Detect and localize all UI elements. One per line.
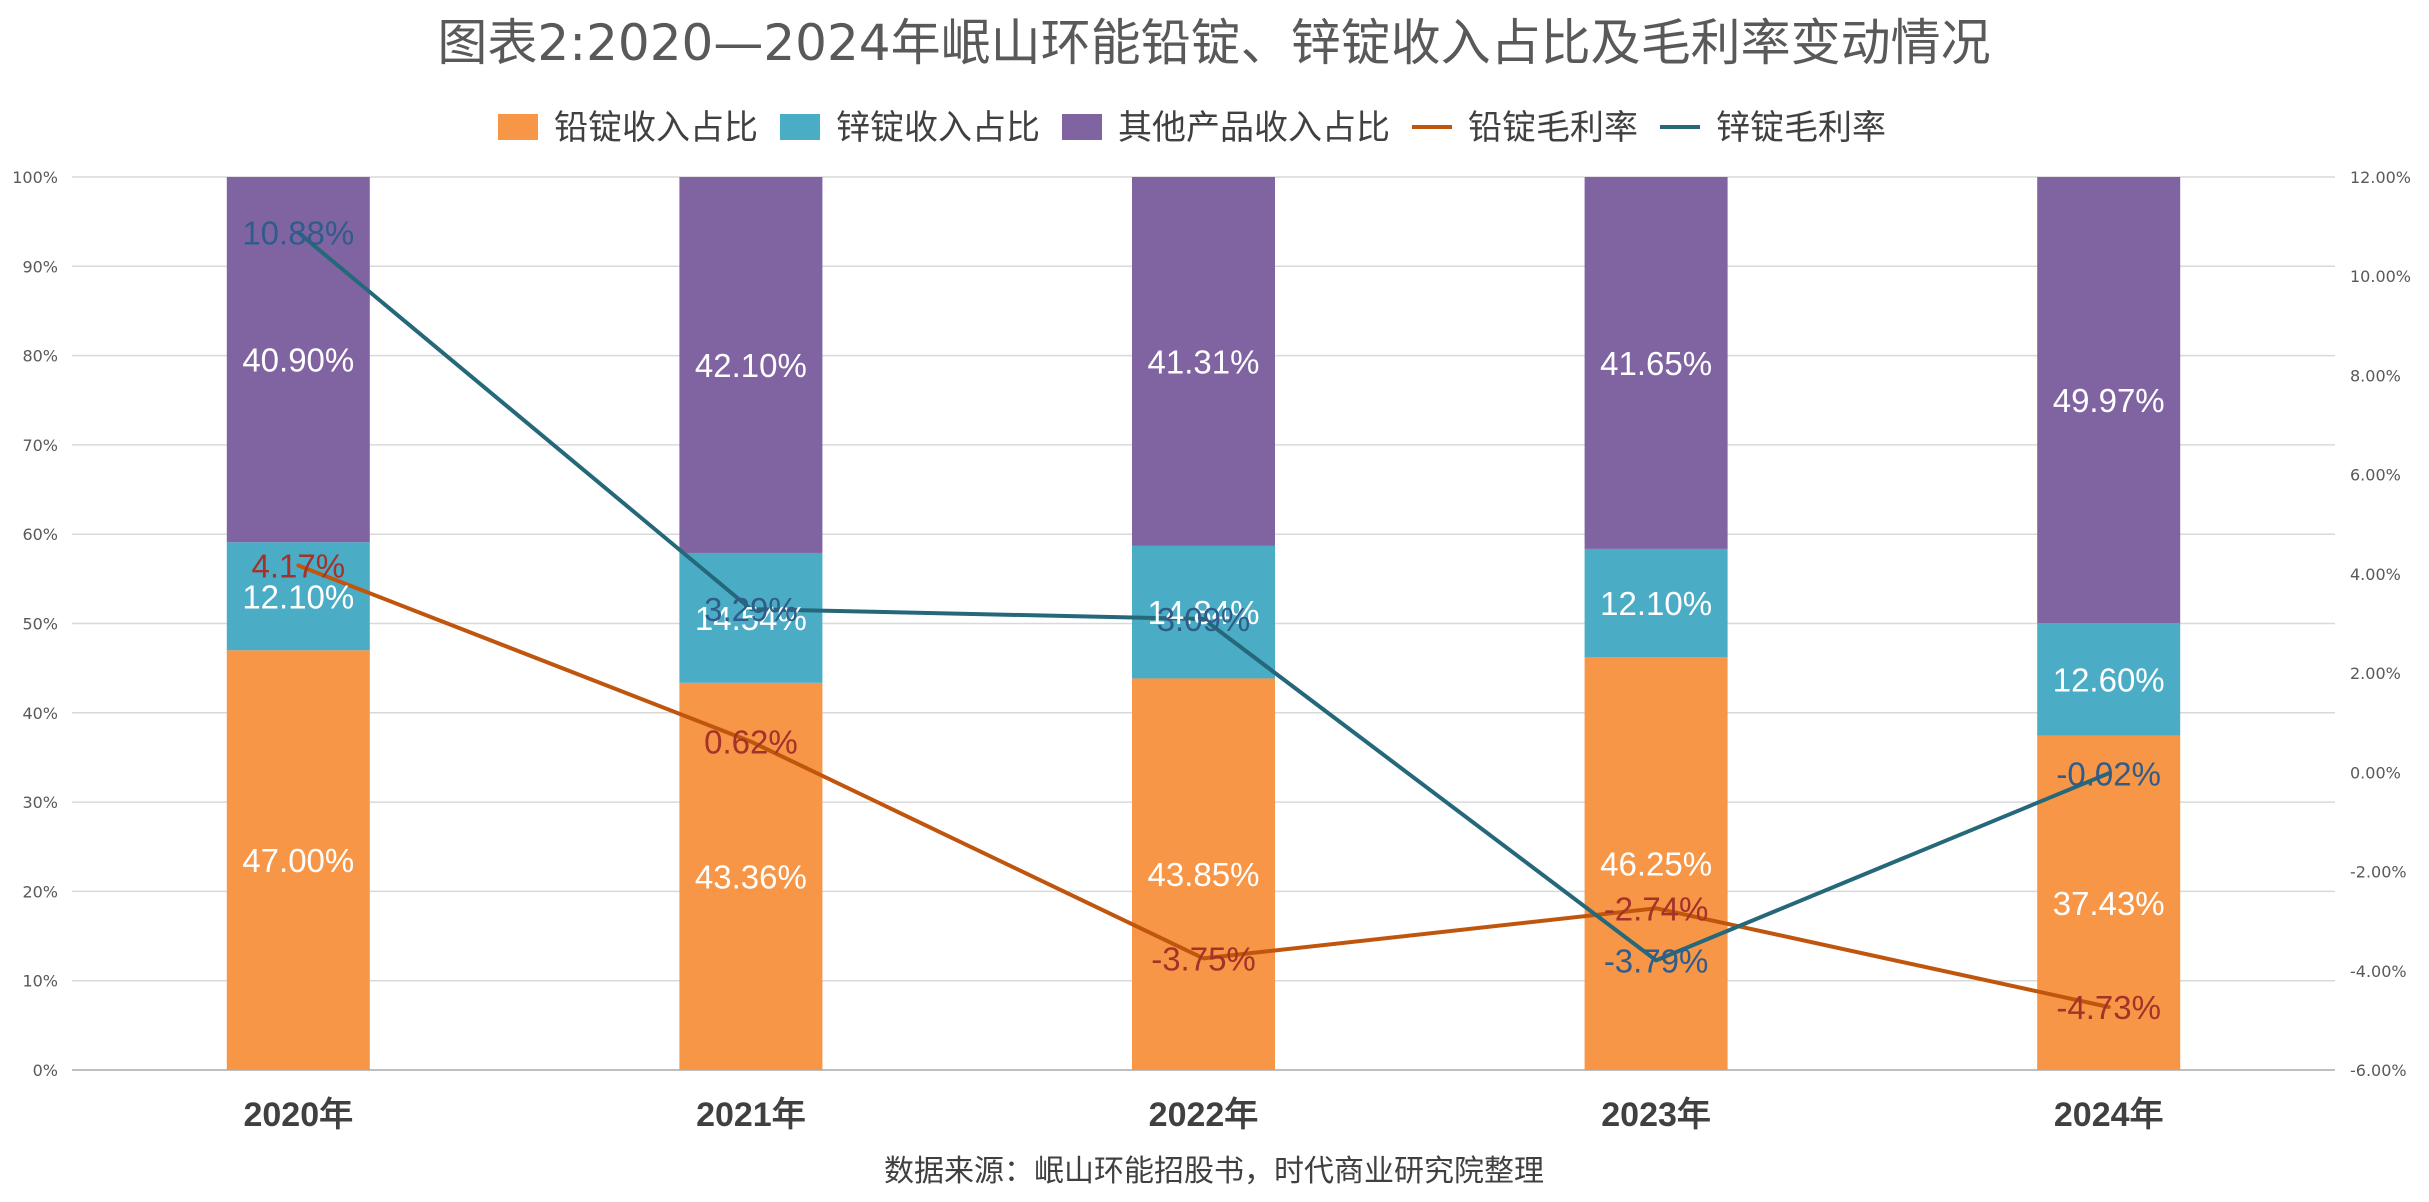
line-data-label: -0.02%: [2056, 755, 2161, 792]
x-category-label: 2021年: [696, 1096, 806, 1134]
bar-data-label: 14.84%: [1148, 594, 1260, 631]
bar-segment: [226, 177, 370, 543]
left-tick-label: 30%: [22, 793, 58, 812]
right-tick-label: -4.00%: [2350, 962, 2407, 981]
bar-series-group: [226, 177, 2181, 1070]
line-data-label: -3.79%: [1604, 942, 1709, 979]
bar-data-label: 47.00%: [242, 842, 354, 879]
bar-segment: [2037, 177, 2181, 624]
bar-segment: [679, 177, 823, 553]
right-tick-label: 12.00%: [2350, 168, 2411, 187]
left-tick-label: 40%: [22, 704, 58, 723]
legend: 铅锭收入占比 锌锭收入占比 其他产品收入占比 铅锭毛利率 锌锭毛利率: [498, 108, 1886, 148]
right-tick-label: 6.00%: [2350, 466, 2401, 485]
bar-data-label: 40.90%: [242, 342, 354, 379]
legend-swatch: [780, 114, 820, 140]
line-series: [296, 563, 2111, 1009]
right-y-axis: -6.00% -4.00% -2.00% 0.00% 2.00% 4.00% 6.00% 8.…: [2350, 168, 2411, 1080]
x-category-label: 2023年: [1601, 1096, 1711, 1134]
left-tick-label: 100%: [12, 168, 58, 187]
x-category-label: 2022年: [1149, 1096, 1259, 1134]
bar-data-label: 43.36%: [695, 858, 807, 895]
left-tick-label: 50%: [22, 615, 58, 634]
bar-data-label: 41.65%: [1600, 345, 1712, 382]
bar-data-label: 12.10%: [1600, 585, 1712, 622]
x-category-label: 2024年: [2054, 1096, 2164, 1134]
legend-label: 其他产品收入占比: [1118, 108, 1390, 148]
bar-data-label: 49.97%: [2053, 382, 2165, 419]
bar-segment: [2037, 623, 2181, 736]
right-tick-label: 0.00%: [2350, 763, 2401, 782]
bar-data-label: 42.10%: [695, 347, 807, 384]
legend-swatch: [1062, 114, 1102, 140]
bar-segment: [1132, 678, 1275, 1070]
bar-data-label: 12.10%: [242, 578, 354, 615]
x-category-label: 2020年: [243, 1096, 353, 1134]
x-axis-categories: 2020年 2021年 2022年 2023年 2024年: [243, 1096, 2163, 1134]
bar-segment: [1584, 177, 1728, 549]
left-tick-label: 90%: [22, 257, 58, 276]
right-tick-label: -2.00%: [2350, 863, 2407, 882]
left-tick-label: 20%: [22, 882, 58, 901]
bar-data-label: 46.25%: [1600, 845, 1712, 882]
line-data-label: -4.73%: [2056, 989, 2161, 1026]
bar-segment: [679, 552, 823, 683]
left-tick-label: 10%: [22, 972, 58, 991]
bar-data-label: 37.43%: [2053, 885, 2165, 922]
line-data-label: 0.62%: [704, 724, 798, 761]
line-data-label: 3.29%: [704, 591, 798, 628]
right-tick-label: 10.00%: [2350, 267, 2411, 286]
line-data-label: 10.88%: [242, 215, 354, 252]
legend-swatch: [498, 114, 538, 140]
legend-label: 铅锭毛利率: [1468, 108, 1638, 148]
line-data-label: 4.17%: [252, 547, 346, 584]
bar-data-label: 41.31%: [1148, 343, 1260, 380]
bar-labels-group: 47.00% 12.10% 40.90% 43.36% 14.54% 42.10% 43.8…: [242, 342, 2164, 922]
right-tick-label: 8.00%: [2350, 366, 2401, 385]
line-labels-group: 4.17% 0.62% -3.75% -2.74% -4.73% 10.88% 3.29% 3…: [242, 215, 2161, 1026]
left-tick-label: 60%: [22, 525, 58, 544]
line-data-label: 3.09%: [1157, 601, 1251, 638]
line-series: [296, 230, 2111, 963]
legend-label: 锌锭毛利率: [1716, 108, 1886, 148]
bar-segment: [1132, 177, 1275, 546]
legend-label: 铅锭收入占比: [554, 108, 758, 148]
right-tick-label: -6.00%: [2350, 1061, 2407, 1080]
bar-segment: [1584, 656, 1728, 1070]
bar-data-label: 14.54%: [695, 600, 807, 637]
chart-title: 图表2:2020—2024年岷山环能铅锭、锌锭收入占比及毛利率变动情况: [437, 14, 1990, 72]
left-tick-label: 80%: [22, 347, 58, 366]
legend-label: 锌锭收入占比: [836, 108, 1040, 148]
bar-segment: [226, 542, 370, 651]
bar-data-label: 12.60%: [2053, 661, 2165, 698]
bar-segment: [226, 650, 370, 1070]
right-tick-label: 2.00%: [2350, 664, 2401, 683]
line-data-label: -3.75%: [1151, 940, 1256, 977]
bar-data-label: 43.85%: [1148, 856, 1260, 893]
chart-source: 数据来源：岷山环能招股书，时代商业研究院整理: [884, 1154, 1544, 1189]
bar-segment: [1584, 548, 1728, 657]
line-series-group: [296, 230, 2111, 1009]
line-data-label: -2.74%: [1604, 890, 1709, 927]
left-tick-label: 70%: [22, 436, 58, 455]
bar-segment: [679, 682, 823, 1070]
right-tick-label: 4.00%: [2350, 565, 2401, 584]
left-tick-label: 0%: [33, 1061, 58, 1080]
left-y-axis: 0% 10% 20% 30% 40% 50% 60% 70% 80% 90% 100%: [12, 168, 58, 1080]
